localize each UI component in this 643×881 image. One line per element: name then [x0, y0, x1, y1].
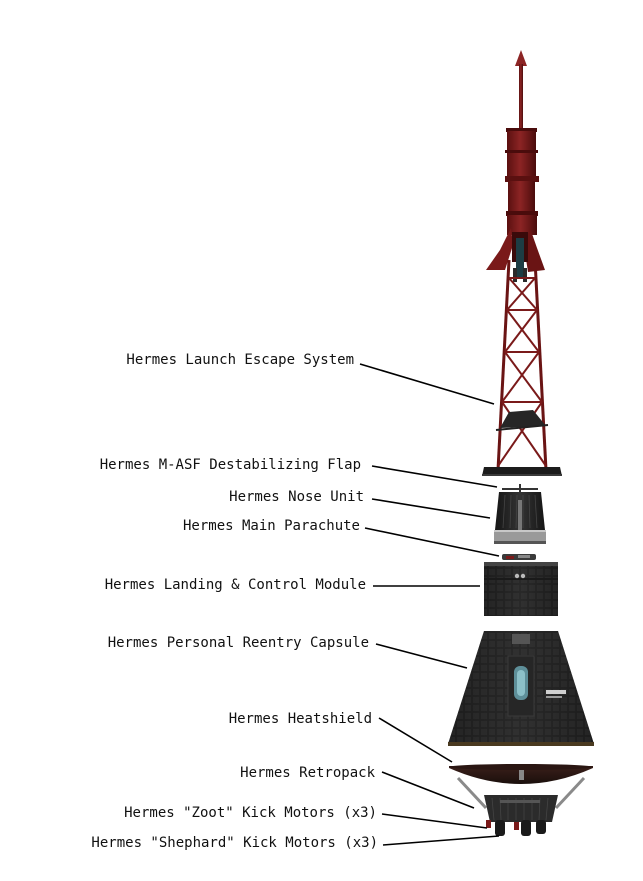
heatshield — [449, 764, 593, 784]
destabilizing-flap — [502, 484, 538, 492]
main-parachute — [502, 554, 536, 560]
leader-retro — [381, 771, 475, 809]
leader-les — [359, 363, 495, 405]
launch-escape-tower — [482, 50, 562, 476]
label-landing-control-module: Hermes Landing & Control Module — [105, 577, 366, 593]
label-main-parachute: Hermes Main Parachute — [183, 518, 360, 534]
label-shephard-kick-motors: Hermes "Shephard" Kick Motors (x3) — [91, 835, 378, 851]
leader-lines — [359, 363, 500, 846]
leader-flap — [371, 465, 498, 488]
leader-heatshield — [378, 717, 453, 763]
label-reentry-capsule: Hermes Personal Reentry Capsule — [108, 635, 369, 651]
retropack — [456, 776, 586, 836]
label-nose-unit: Hermes Nose Unit — [229, 489, 364, 505]
nose-unit — [494, 492, 546, 544]
label-retropack: Hermes Retropack — [240, 765, 375, 781]
leader-nose — [371, 498, 491, 519]
label-heatshield: Hermes Heatshield — [229, 711, 372, 727]
leader-zoot — [381, 813, 488, 829]
leader-shephard — [382, 835, 500, 846]
label-destabilizing-flap: Hermes M-ASF Destabilizing Flap — [100, 457, 361, 473]
reentry-capsule — [448, 631, 594, 746]
landing-control-module — [484, 562, 558, 616]
leader-capsule — [375, 643, 468, 669]
leader-chute — [364, 527, 500, 557]
labels: Hermes Launch Escape System Hermes M-ASF… — [91, 352, 378, 851]
label-launch-escape-system: Hermes Launch Escape System — [126, 352, 354, 368]
label-zoot-kick-motors: Hermes "Zoot" Kick Motors (x3) — [124, 805, 377, 821]
